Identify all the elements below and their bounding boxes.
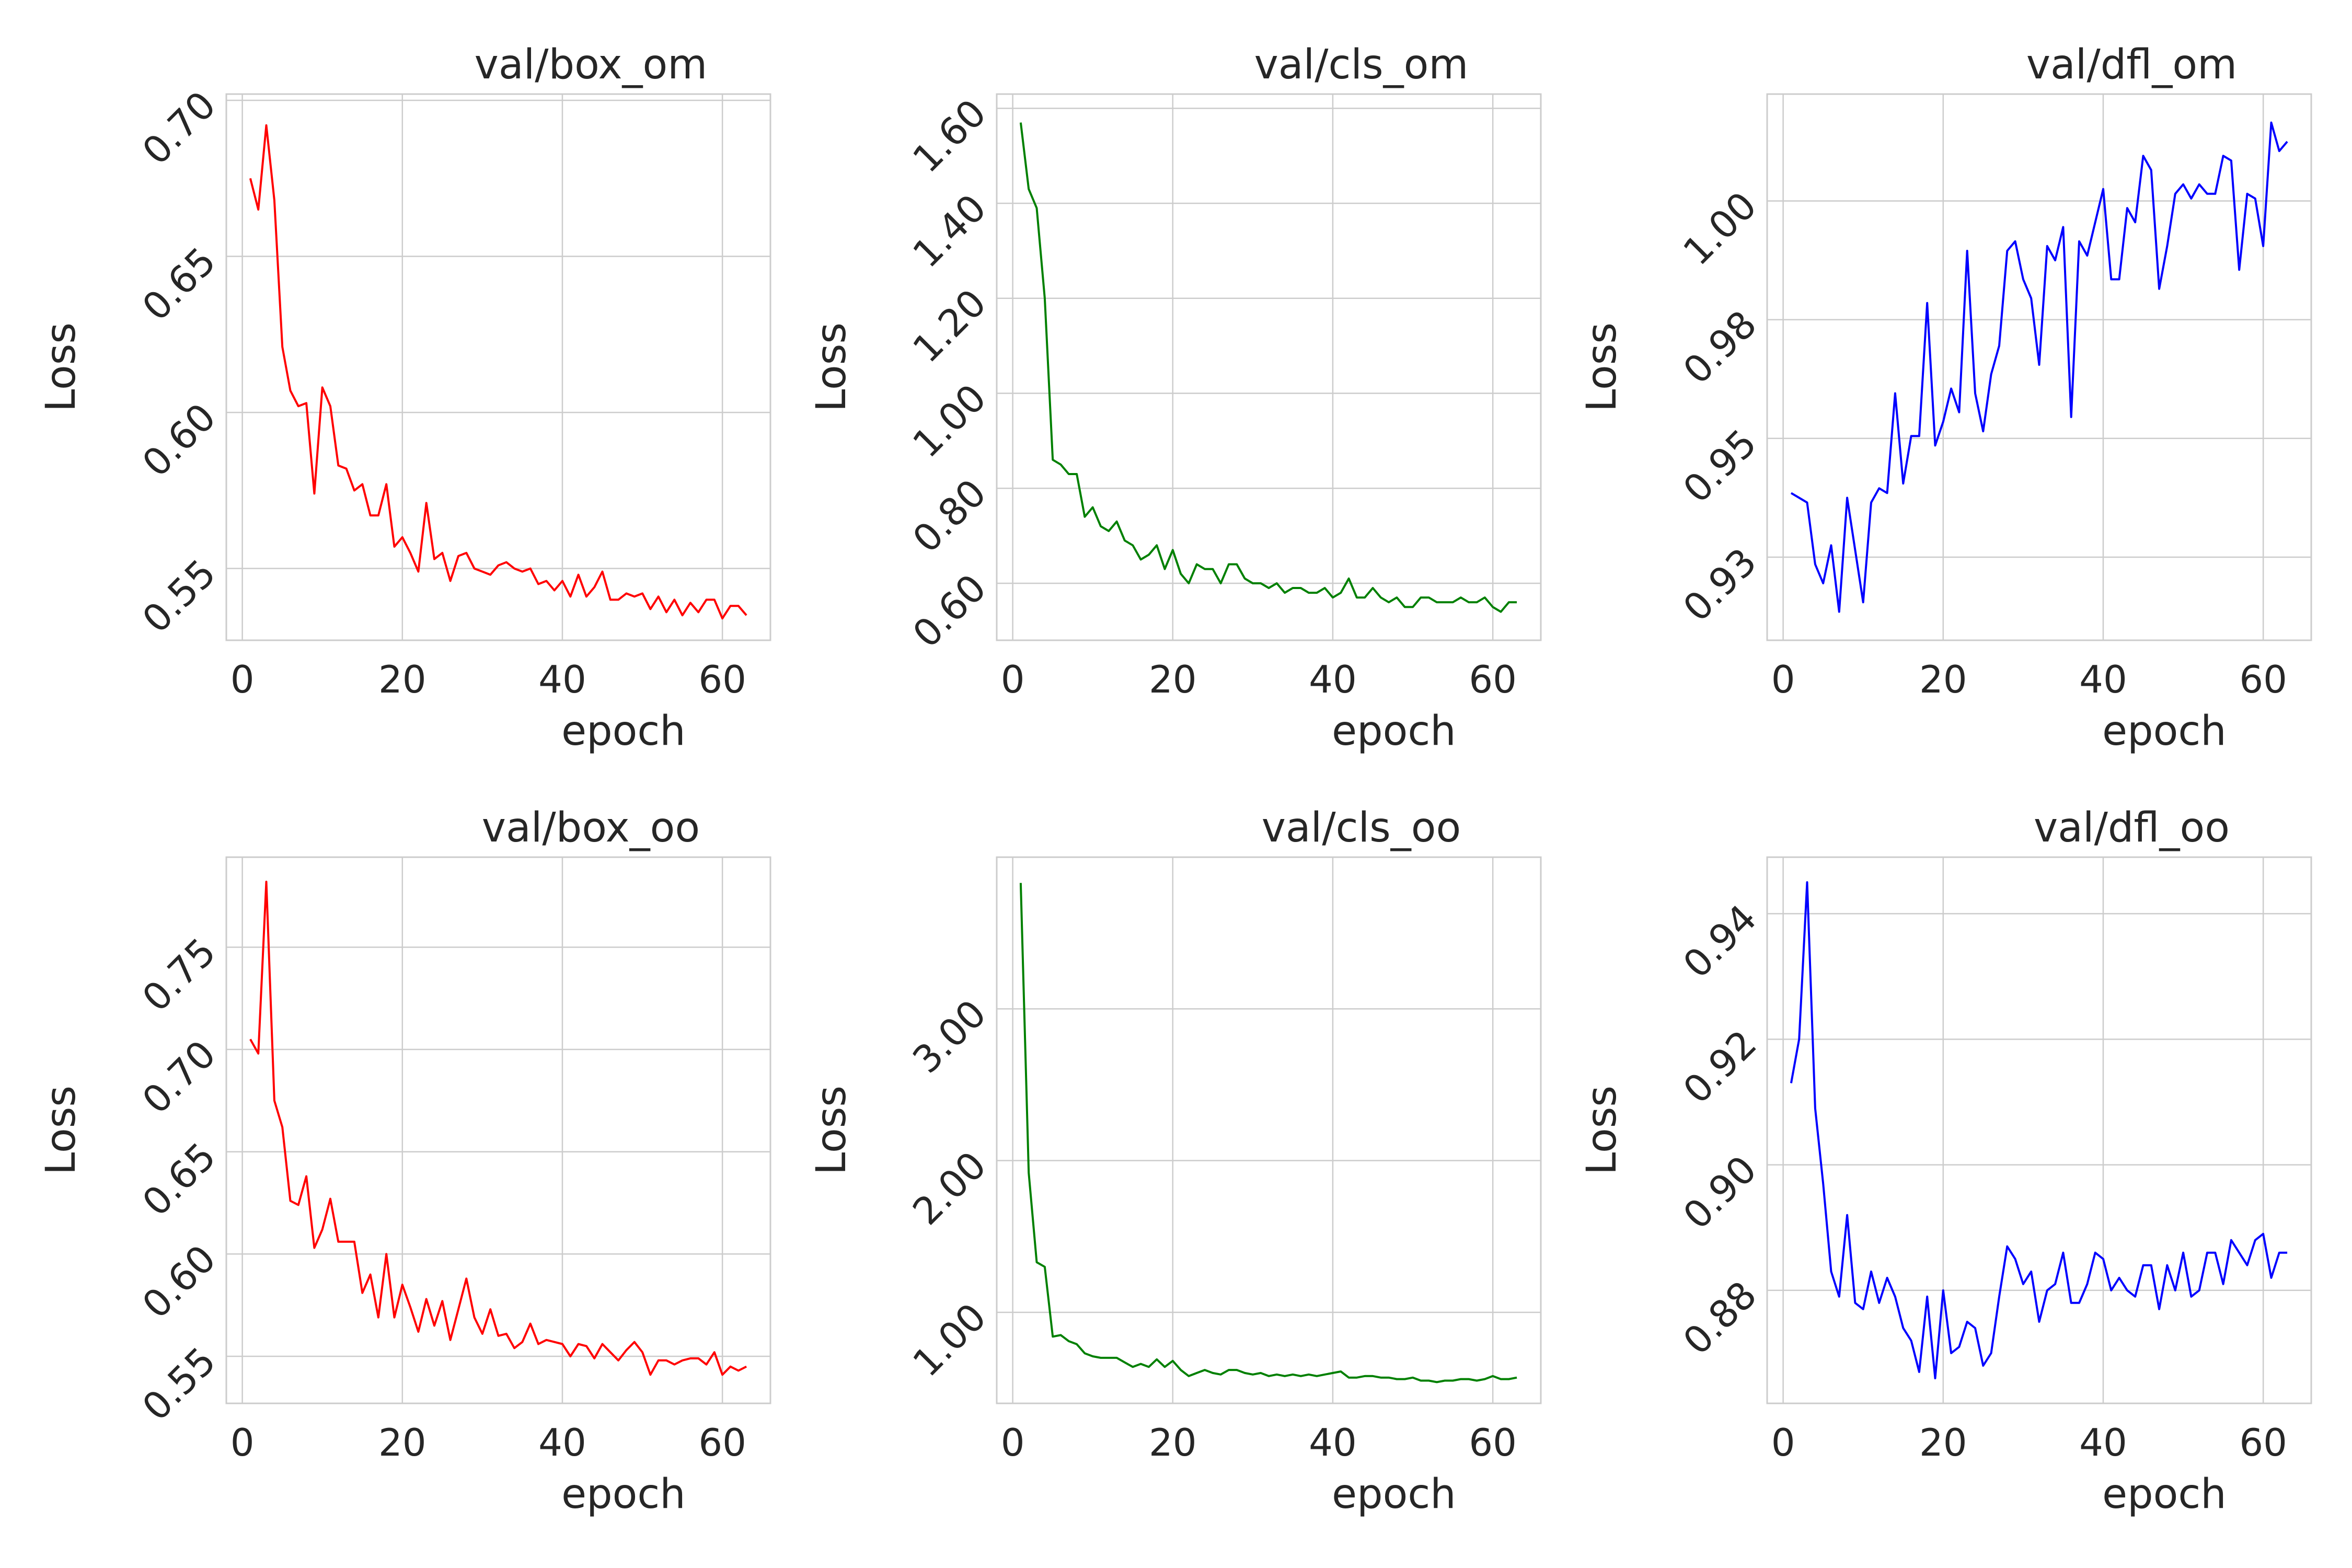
- y-axis-label: Loss: [1578, 1086, 1625, 1175]
- y-axis-label: Loss: [808, 322, 855, 412]
- y-tick-label: 1.20: [904, 281, 995, 371]
- y-tick-label: 0.88: [1675, 1273, 1765, 1363]
- chart-panel: 0 20 40 60 0.600.801.001.201.401.60 val/cls_o…: [808, 41, 1542, 755]
- x-tick-label: 0: [230, 658, 255, 701]
- y-tick-label: 0.55: [134, 551, 224, 641]
- plot-area: [1767, 857, 2311, 1403]
- y-tick-label: 0.60: [134, 1237, 224, 1327]
- x-tick-label: 0: [1001, 658, 1025, 701]
- y-tick-label: 0.60: [134, 395, 224, 486]
- x-tick-label: 60: [2239, 1421, 2287, 1465]
- y-axis-label: Loss: [38, 1086, 85, 1175]
- x-axis-label: epoch: [1332, 708, 1456, 755]
- x-tick-label: 0: [230, 1421, 255, 1465]
- y-tick-label: 0.95: [1675, 421, 1765, 511]
- axes-frame: [1766, 856, 2312, 1404]
- axes-frame: [1766, 93, 2312, 641]
- y-tick-label: 0.60: [904, 566, 995, 656]
- y-tick-label: 1.40: [904, 186, 995, 276]
- x-tick-label: 40: [538, 658, 586, 701]
- x-tick-label: 40: [2079, 1421, 2127, 1465]
- plot-area: [997, 94, 1541, 640]
- y-axis-label: Loss: [808, 1086, 855, 1175]
- series-line: [1019, 883, 1517, 1383]
- x-tick-label: 20: [1149, 1421, 1197, 1465]
- y-tick-label: 1.00: [904, 1295, 995, 1385]
- y-tick-label: 0.90: [1675, 1147, 1765, 1238]
- series-line: [1790, 881, 2288, 1379]
- plot-area: [1767, 94, 2311, 640]
- chart-title: val/dfl_oo: [2034, 804, 2230, 851]
- x-axis-label: epoch: [2102, 1471, 2227, 1518]
- x-tick-label: 60: [698, 1421, 746, 1465]
- series-line: [249, 881, 747, 1376]
- y-tick-label: 0.70: [134, 1032, 224, 1122]
- x-tick-label: 60: [698, 658, 746, 701]
- series-line: [1790, 121, 2288, 613]
- y-tick-label: 0.80: [904, 471, 995, 561]
- y-tick-label: 0.65: [134, 1134, 224, 1225]
- y-tick-label: 0.70: [134, 83, 224, 173]
- x-tick-label: 20: [378, 1421, 426, 1465]
- x-tick-label: 20: [1919, 658, 1967, 701]
- x-tick-label: 60: [2239, 658, 2287, 701]
- series-line: [249, 124, 747, 620]
- x-tick-label: 40: [1309, 1421, 1357, 1465]
- plot-area: [997, 857, 1541, 1403]
- axes-frame: [996, 856, 1542, 1404]
- chart-title: val/box_om: [475, 41, 708, 88]
- y-tick-label: 1.00: [1675, 183, 1765, 274]
- x-tick-label: 60: [1469, 658, 1517, 701]
- chart-title: val/cls_om: [1254, 41, 1469, 88]
- x-axis-label: epoch: [2102, 708, 2227, 755]
- y-tick-label: 0.94: [1675, 896, 1765, 987]
- y-tick-label: 2.00: [904, 1143, 995, 1233]
- chart-title: val/box_oo: [482, 804, 700, 851]
- chart-title: val/cls_oo: [1262, 804, 1461, 851]
- x-axis-label: epoch: [561, 1471, 686, 1518]
- y-tick-label: 1.00: [904, 376, 995, 466]
- plot-area: [226, 94, 770, 640]
- axes-frame: [996, 93, 1542, 641]
- x-tick-label: 20: [378, 658, 426, 701]
- axes-frame: [225, 93, 771, 641]
- x-axis-label: epoch: [561, 708, 686, 755]
- chart-title: val/dfl_om: [2026, 41, 2237, 88]
- y-tick-label: 0.75: [134, 930, 224, 1020]
- y-tick-label: 0.55: [134, 1339, 224, 1429]
- x-tick-label: 0: [1771, 658, 1795, 701]
- y-axis-label: Loss: [38, 322, 85, 412]
- x-tick-label: 20: [1149, 658, 1197, 701]
- series-line: [1019, 122, 1517, 613]
- y-tick-label: 0.93: [1675, 539, 1765, 630]
- x-tick-label: 40: [2079, 658, 2127, 701]
- axes-frame: [225, 856, 771, 1404]
- x-tick-label: 20: [1919, 1421, 1967, 1465]
- y-tick-label: 1.60: [904, 91, 995, 181]
- x-tick-label: 40: [1309, 658, 1357, 701]
- x-tick-label: 0: [1001, 1421, 1025, 1465]
- y-axis-label: Loss: [1578, 322, 1625, 412]
- chart-panel: 0 20 40 60 0.55 0.60 0.65 0.70 0.75 val/box_ooepo…: [38, 804, 771, 1518]
- x-tick-label: 60: [1469, 1421, 1517, 1465]
- x-axis-label: epoch: [1332, 1471, 1456, 1518]
- y-tick-label: 0.65: [134, 239, 224, 329]
- y-tick-label: 0.98: [1675, 302, 1765, 393]
- x-tick-label: 40: [538, 1421, 586, 1465]
- y-tick-label: 3.00: [904, 991, 995, 1082]
- y-tick-label: 0.92: [1675, 1022, 1765, 1112]
- plot-area: [226, 857, 770, 1403]
- x-tick-label: 0: [1771, 1421, 1795, 1465]
